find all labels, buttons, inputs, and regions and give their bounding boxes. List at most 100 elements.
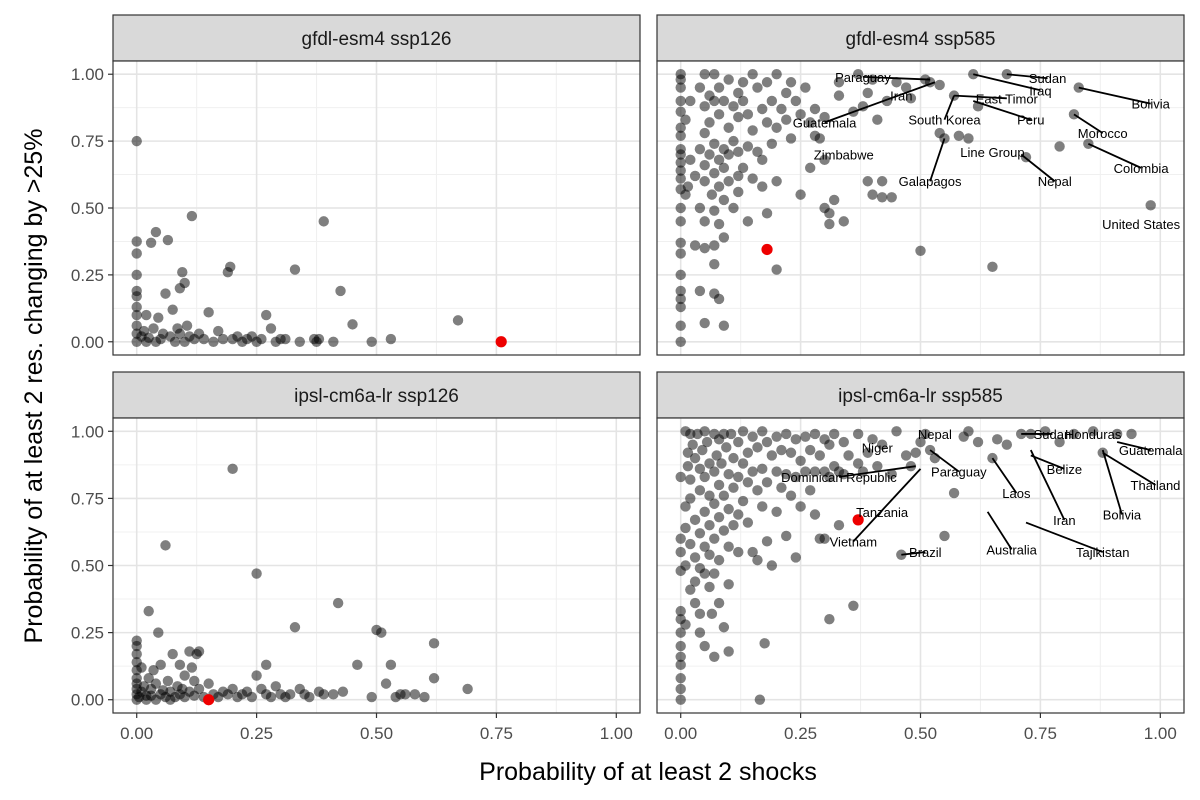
data-point	[709, 168, 720, 179]
x-tick-label: 0.00	[120, 724, 153, 743]
data-point	[776, 444, 787, 456]
data-point	[699, 176, 710, 187]
y-tick-label: 0.75	[71, 489, 104, 508]
data-point	[737, 162, 749, 174]
data-point	[910, 447, 921, 458]
data-point	[685, 538, 696, 550]
data-point	[733, 186, 744, 198]
data-point	[886, 469, 897, 480]
data-point	[766, 138, 778, 149]
data-point	[150, 678, 162, 689]
data-point	[167, 648, 178, 660]
annotation-label: Iraq	[1029, 83, 1051, 98]
data-point	[682, 181, 694, 192]
data-point	[833, 77, 845, 88]
data-point	[716, 458, 727, 469]
data-point	[963, 426, 974, 437]
data-point	[886, 192, 897, 203]
annotation-leader	[838, 465, 916, 478]
data-point	[752, 554, 763, 566]
data-point	[718, 622, 730, 633]
data-point	[675, 471, 686, 483]
data-point	[162, 234, 174, 246]
data-point	[872, 460, 883, 472]
facet-title: gfdl-esm4 ssp585	[846, 29, 996, 50]
data-point	[733, 546, 744, 558]
data-point	[723, 122, 734, 133]
data-point	[713, 109, 725, 120]
annotation-label: South Korea	[908, 113, 981, 128]
x-tick-label: 0.75	[480, 724, 513, 743]
data-point	[766, 95, 778, 107]
data-point	[1001, 439, 1013, 450]
x-tick-label: 1.00	[1144, 724, 1177, 743]
data-point	[824, 439, 835, 450]
data-point	[752, 146, 763, 158]
data-point	[699, 568, 710, 579]
data-point	[790, 434, 802, 445]
data-point	[675, 673, 686, 684]
data-point	[131, 135, 142, 147]
annotation-label: Thailand	[1131, 478, 1181, 493]
annotation-label: Paraguay	[835, 70, 891, 85]
data-point	[177, 267, 188, 278]
data-point	[852, 69, 864, 80]
data-point	[814, 133, 825, 144]
data-point	[203, 307, 214, 318]
data-point	[713, 511, 725, 523]
data-point	[706, 608, 718, 620]
data-point	[148, 664, 159, 676]
x-tick-label: 0.50	[904, 724, 937, 743]
annotation-leader	[929, 138, 946, 182]
data-point	[972, 436, 984, 448]
data-point	[689, 240, 701, 251]
data-point	[876, 176, 888, 187]
facet-strip	[112, 14, 641, 62]
data-point	[781, 114, 792, 125]
data-point	[759, 638, 770, 649]
annotation-leader	[972, 100, 1032, 121]
data-point	[160, 540, 171, 551]
x-tick-label: 0.50	[360, 724, 393, 743]
data-point	[754, 694, 766, 705]
data-point	[833, 90, 845, 101]
panel: ipsl-cm6a-lr ssp585 Niger Nepal SudanHondur…	[656, 371, 1185, 743]
data-point	[876, 439, 888, 450]
data-point	[227, 463, 238, 475]
annotation-leader	[862, 76, 931, 81]
data-point	[992, 434, 1003, 445]
data-point	[428, 638, 440, 649]
data-point	[689, 597, 701, 609]
data-point	[833, 520, 845, 531]
data-point	[713, 554, 725, 566]
x-tick-label: 0.25	[240, 724, 273, 743]
data-point	[694, 627, 706, 638]
data-point	[781, 428, 792, 440]
y-tick-label: 0.25	[71, 624, 104, 643]
data-point	[953, 130, 965, 141]
y-axis-title: Probability of at least 2 res. changing …	[20, 129, 48, 644]
annotation-label: Nepal	[1038, 174, 1072, 189]
data-point	[800, 466, 811, 477]
data-point	[718, 95, 730, 107]
data-point	[704, 117, 715, 128]
data-point	[366, 336, 377, 347]
data-point	[771, 122, 782, 133]
data-point	[757, 103, 768, 115]
data-point	[682, 447, 694, 458]
x-tick-label: 1.00	[600, 724, 633, 743]
data-point	[352, 659, 363, 671]
data-point	[867, 434, 878, 445]
data-point	[781, 530, 792, 542]
data-point	[900, 82, 912, 93]
data-point	[809, 466, 821, 477]
data-point	[862, 176, 873, 187]
annotation-leader	[991, 457, 1018, 494]
data-point	[699, 242, 710, 254]
data-point	[790, 471, 802, 483]
data-point	[713, 154, 725, 166]
data-point	[675, 122, 686, 133]
data-point	[723, 149, 734, 160]
data-point	[785, 490, 797, 501]
